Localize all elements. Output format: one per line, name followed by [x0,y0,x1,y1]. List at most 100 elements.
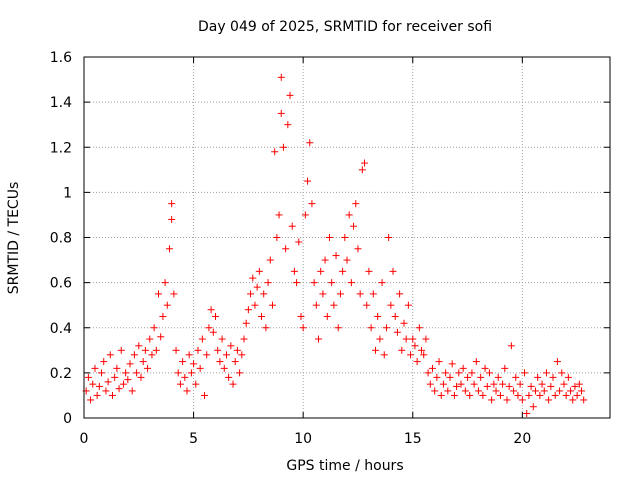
data-point [98,369,106,377]
data-point [428,364,436,372]
data-point [350,222,358,230]
data-point [398,346,406,354]
data-point [499,380,507,388]
data-point [354,245,362,253]
y-tick-label: 0 [63,411,72,427]
data-point [264,279,272,287]
data-point [113,364,121,372]
data-point [247,290,255,298]
data-point [404,301,412,309]
data-point [104,378,112,386]
data-point [400,319,408,327]
data-point [271,148,279,156]
data-point [306,139,314,147]
data-point [479,391,487,399]
data-point [529,403,537,411]
data-point [251,301,259,309]
data-point [194,346,202,354]
data-point [192,380,200,388]
data-point [387,301,395,309]
data-point [258,312,266,320]
data-point [286,91,294,99]
data-point [91,364,99,372]
data-point [374,312,382,320]
data-point [424,369,432,377]
data-point [93,391,101,399]
data-point [457,380,465,388]
data-point [161,279,169,287]
data-point [231,358,239,366]
data-point [137,373,145,381]
data-point [531,387,539,395]
data-point [361,159,369,167]
data-point [334,324,342,332]
data-point [459,364,467,372]
data-point [507,342,515,350]
data-point [545,396,553,404]
data-point [556,387,564,395]
data-point [141,346,149,354]
data-point [468,369,476,377]
data-point [485,369,493,377]
y-tick-label: 0.4 [50,321,72,337]
data-point [345,211,353,219]
data-point [117,346,125,354]
data-point [477,373,485,381]
data-point [159,312,167,320]
data-point [336,290,344,298]
data-point [442,369,450,377]
data-point [87,396,95,404]
data-point [150,324,158,332]
x-tick-label: 5 [189,431,198,447]
data-point [310,279,318,287]
data-point [139,358,147,366]
data-point [431,387,439,395]
data-point [216,358,224,366]
data-point [527,382,535,390]
data-point [542,369,550,377]
data-point [446,373,454,381]
data-point [562,391,570,399]
data-point [304,177,312,185]
data-point [242,319,250,327]
data-point [111,373,119,381]
y-axis-label: SRMTID / TECUs [6,182,22,295]
data-point [407,351,415,359]
data-point [185,351,193,359]
data-point [222,351,230,359]
data-point [358,166,366,174]
data-point [439,380,447,388]
data-point [290,267,298,275]
data-point [363,301,371,309]
data-point [413,358,421,366]
data-point [157,333,165,341]
data-point [148,351,156,359]
data-point [198,335,206,343]
data-point [277,73,285,81]
data-point [201,391,209,399]
data-point [174,369,182,377]
data-point [575,380,583,388]
data-point [420,351,428,359]
data-point [229,380,237,388]
x-tick-label: 20 [513,431,531,447]
data-point [277,109,285,117]
data-point [328,279,336,287]
data-point [450,391,458,399]
data-point [115,385,123,393]
data-point [494,373,502,381]
data-point [378,279,386,287]
data-point [106,351,114,359]
data-point [315,335,323,343]
data-point [464,373,472,381]
data-point [183,387,191,395]
x-axis-label: GPS time / hours [286,458,403,474]
data-point [483,382,491,390]
data-point [84,373,92,381]
data-point [422,335,430,343]
data-point [503,396,511,404]
data-point [448,360,456,368]
y-tick-label: 1.2 [50,140,72,156]
data-point [207,306,215,314]
data-point [578,387,586,395]
